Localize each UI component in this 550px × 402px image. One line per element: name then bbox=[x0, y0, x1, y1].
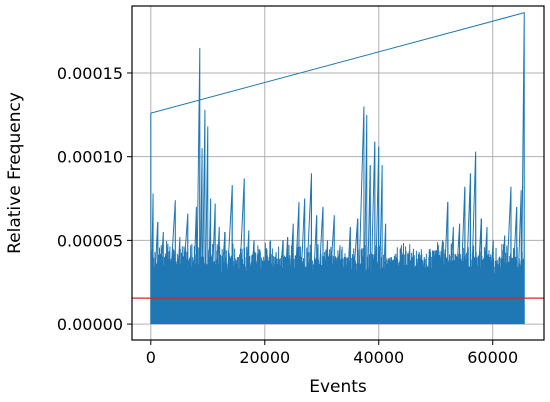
x-tick-label-0: 0 bbox=[146, 348, 156, 367]
y-tick-label-0: 0.00000 bbox=[57, 315, 123, 334]
y-tick-label-2: 0.00010 bbox=[57, 148, 123, 167]
series-line bbox=[150, 12, 525, 325]
y-tick-label-1: 0.00005 bbox=[57, 231, 123, 250]
y-axis-label: Relative Frequency bbox=[5, 92, 25, 254]
x-tick-label-1: 20000 bbox=[239, 348, 290, 367]
y-tick-label-3: 0.00015 bbox=[57, 64, 123, 83]
x-tick-label-3: 60000 bbox=[467, 348, 518, 367]
plot-frame bbox=[131, 5, 545, 341]
x-axis-label: Events bbox=[309, 377, 367, 397]
x-axis-ticks: 0 20000 40000 60000 bbox=[146, 340, 518, 367]
y-axis-ticks: 0.00000 0.00005 0.00010 0.00015 bbox=[57, 64, 132, 334]
x-tick-label-2: 40000 bbox=[353, 348, 404, 367]
